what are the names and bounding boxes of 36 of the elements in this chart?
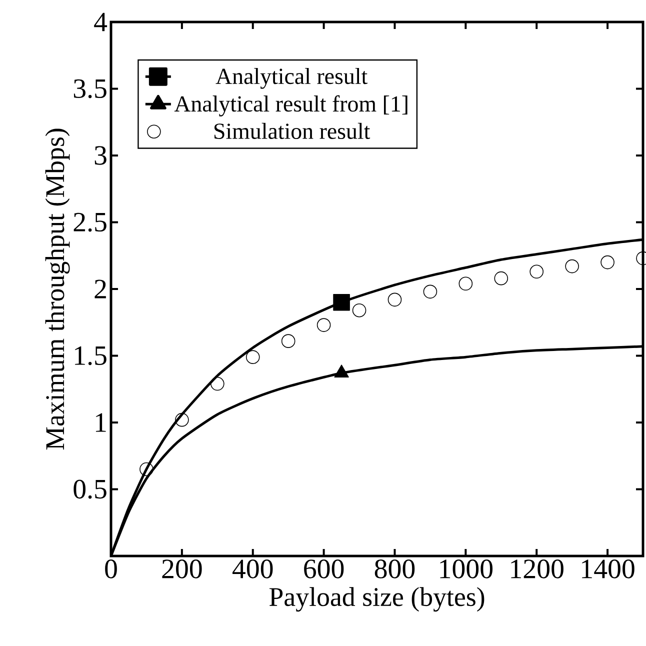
- point: [565, 259, 579, 274]
- point: [316, 318, 331, 332]
- point: [333, 294, 350, 311]
- y-tick-label: 1: [96, 413, 106, 432]
- x-tick-label: 400: [232, 560, 273, 578]
- legend-label: Analytical result from [1]: [174, 95, 408, 116]
- x-axis-title: Payload size (bytes): [269, 587, 484, 612]
- point: [140, 462, 154, 476]
- x-tick-label: 200: [162, 560, 202, 578]
- point: [246, 350, 260, 364]
- x-tick-label: 0: [105, 560, 117, 578]
- point: [210, 376, 224, 391]
- y-tick-label: 2: [94, 280, 106, 298]
- point: [175, 412, 189, 427]
- y-tick-label: 0.5: [74, 480, 106, 499]
- point: [458, 276, 473, 291]
- y-tick-label: 2.5: [74, 212, 106, 232]
- y-tick-label: 3.5: [74, 79, 106, 98]
- x-tick-label: 1000: [440, 560, 493, 578]
- point: [352, 303, 366, 318]
- point: [281, 334, 296, 348]
- x-tick-label: 800: [374, 560, 415, 578]
- y-tick-label: 3: [94, 146, 106, 165]
- x-tick-label: 1400: [582, 560, 634, 578]
- y-tick-label: 4: [94, 12, 108, 32]
- point: [388, 292, 402, 307]
- legend-label: Analytical result: [216, 68, 368, 89]
- x-tick-label: 1200: [511, 560, 564, 578]
- point: [423, 284, 438, 299]
- point: [494, 271, 508, 286]
- point: [600, 255, 614, 270]
- y-axis-title: Maximum throughput (Mbps): [45, 128, 70, 450]
- x-tick-label: 600: [304, 560, 344, 578]
- legend-label: Simulation result: [214, 122, 370, 140]
- point: [530, 264, 544, 279]
- y-tick-label: 1.5: [75, 346, 106, 366]
